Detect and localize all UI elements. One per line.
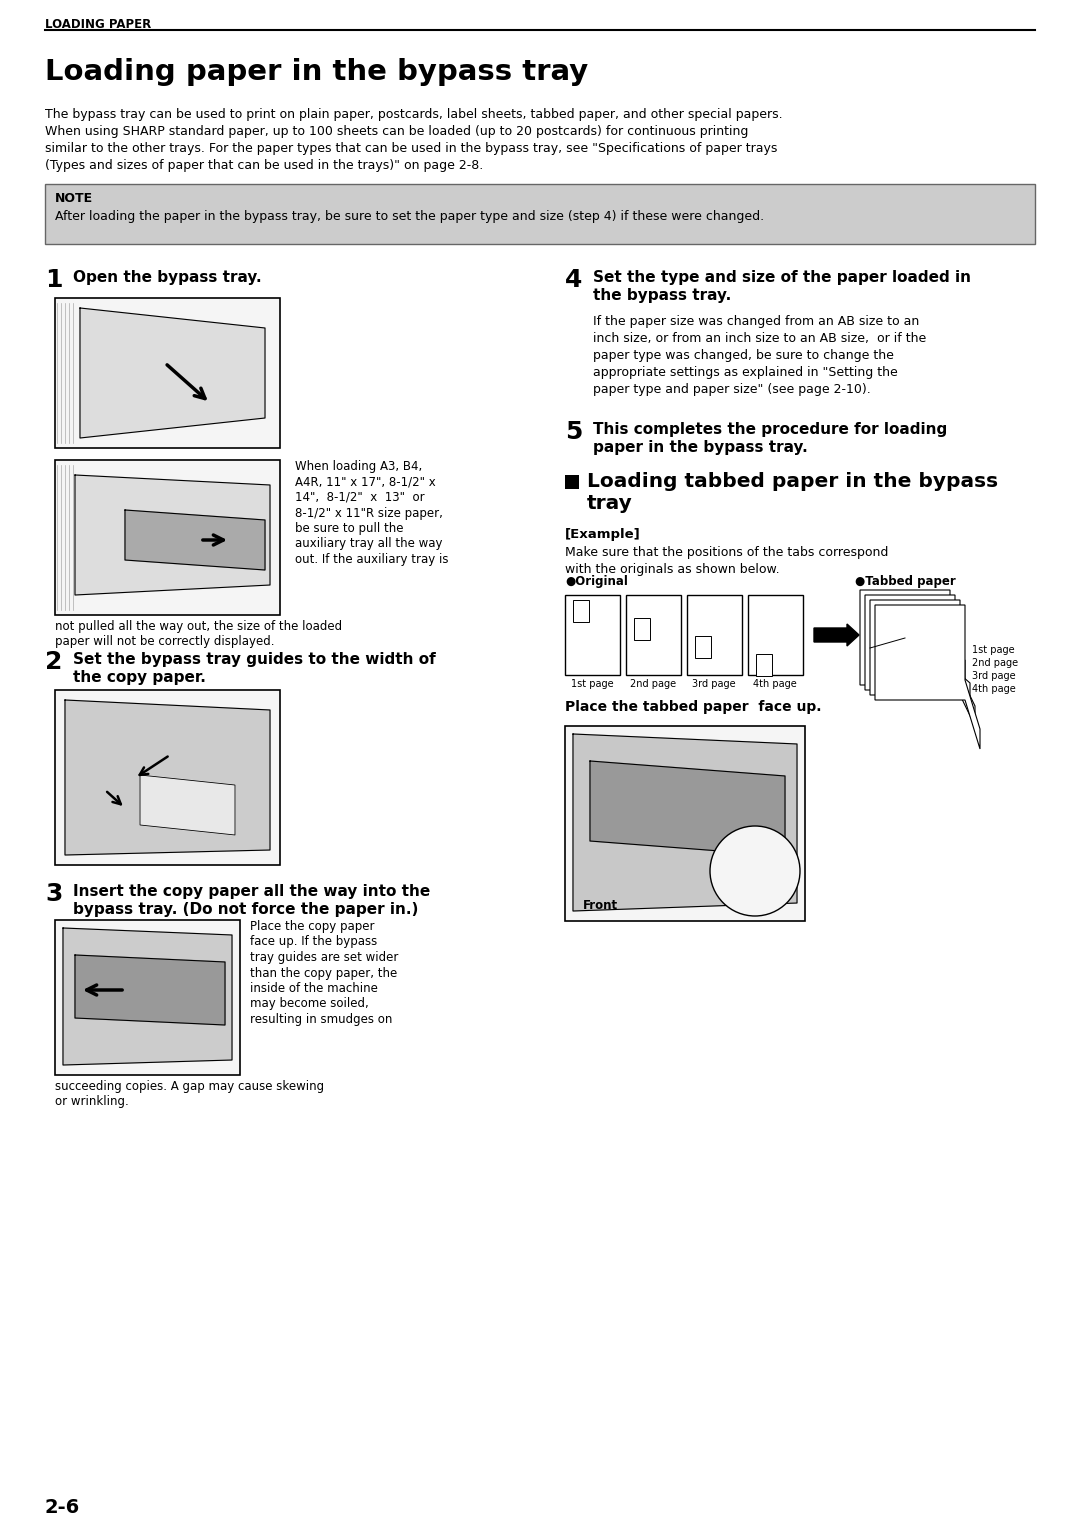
Polygon shape [590,761,785,856]
Polygon shape [63,927,232,1065]
Text: paper type was changed, be sure to change the: paper type was changed, be sure to chang… [593,348,894,362]
Polygon shape [865,594,970,703]
Text: inch size, or from an inch size to an AB size,  or if the: inch size, or from an inch size to an AB… [593,332,927,345]
Text: This completes the procedure for loading: This completes the procedure for loading [593,422,947,437]
Text: If the paper size was changed from an AB size to an: If the paper size was changed from an AB… [593,315,919,329]
Text: with the originals as shown below.: with the originals as shown below. [565,562,780,576]
Text: or wrinkling.: or wrinkling. [55,1096,129,1108]
Text: 1: 1 [45,267,63,292]
Text: Set the bypass tray guides to the width of: Set the bypass tray guides to the width … [73,652,435,668]
Text: Loading paper in the bypass tray: Loading paper in the bypass tray [45,58,589,86]
Polygon shape [80,309,265,439]
Text: 4: 4 [565,267,582,292]
Text: 2nd page: 2nd page [630,678,676,689]
Text: Set the type and size of the paper loaded in: Set the type and size of the paper loade… [593,270,971,286]
Text: A4R, 11" x 17", 8-1/2" x: A4R, 11" x 17", 8-1/2" x [295,475,435,489]
Bar [565,594,620,675]
Polygon shape [870,601,975,726]
Text: When loading A3, B4,: When loading A3, B4, [295,460,422,474]
Bar [55,920,240,1076]
Polygon shape [814,623,859,646]
Bar [45,183,1035,244]
Text: 2-6: 2-6 [45,1497,80,1517]
Bar [565,726,805,921]
Text: When using SHARP standard paper, up to 100 sheets can be loaded (up to 20 postca: When using SHARP standard paper, up to 1… [45,125,748,138]
Bar [626,594,681,675]
Text: paper in the bypass tray.: paper in the bypass tray. [593,440,808,455]
Text: Place the tabbed paper  face up.: Place the tabbed paper face up. [565,700,822,714]
Text: succeeding copies. A gap may cause skewing: succeeding copies. A gap may cause skewi… [55,1080,324,1093]
Text: the bypass tray.: the bypass tray. [593,287,731,303]
Text: similar to the other trays. For the paper types that can be used in the bypass t: similar to the other trays. For the pape… [45,142,778,154]
Text: 3rd page: 3rd page [972,671,1015,681]
Text: 3: 3 [45,882,63,906]
Text: paper type and paper size" (see page 2-10).: paper type and paper size" (see page 2-1… [593,384,870,396]
Polygon shape [125,510,265,570]
Text: 4th page: 4th page [972,685,1016,694]
Text: 2: 2 [45,649,63,674]
Text: out. If the auxiliary tray is: out. If the auxiliary tray is [295,553,448,565]
Polygon shape [573,733,797,911]
Text: 1st page: 1st page [972,645,1014,656]
Text: the copy paper.: the copy paper. [73,669,206,685]
Text: 3rd page: 3rd page [692,678,735,689]
Text: be sure to pull the: be sure to pull the [295,523,404,535]
Polygon shape [65,700,270,856]
Bar [696,636,711,659]
Text: not pulled all the way out, the size of the loaded: not pulled all the way out, the size of … [55,620,342,633]
Text: 8-1/2" x 11"R size paper,: 8-1/2" x 11"R size paper, [295,506,443,520]
Text: resulting in smudges on: resulting in smudges on [249,1013,392,1025]
Text: After loading the paper in the bypass tray, be sure to set the paper type and si: After loading the paper in the bypass tr… [55,209,765,223]
Text: Loading tabbed paper in the bypass: Loading tabbed paper in the bypass [588,472,998,490]
Bar [565,475,579,489]
Text: 1st page: 1st page [570,678,613,689]
Bar [55,691,280,865]
Text: LOADING PAPER: LOADING PAPER [45,18,151,31]
Text: NOTE: NOTE [55,193,93,205]
Text: Front side: Front side [865,625,916,636]
Bar [55,460,280,614]
Circle shape [710,827,800,915]
Text: inside of the machine: inside of the machine [249,983,378,995]
Text: than the copy paper, the: than the copy paper, the [249,967,397,979]
Bar [55,298,280,448]
Text: Open the bypass tray.: Open the bypass tray. [73,270,261,286]
Bar [756,654,772,675]
Text: ●Original: ●Original [565,575,627,588]
Bar [748,594,804,675]
Text: 2nd page: 2nd page [972,659,1018,668]
Bar [573,601,589,622]
Text: 14",  8-1/2"  x  13"  or: 14", 8-1/2" x 13" or [295,490,424,504]
Text: Front: Front [583,898,618,912]
Text: paper will not be correctly displayed.: paper will not be correctly displayed. [55,636,274,648]
Text: tray guides are set wider: tray guides are set wider [249,950,399,964]
Polygon shape [860,590,966,685]
Text: face up. If the bypass: face up. If the bypass [249,935,377,949]
Text: 5: 5 [565,420,582,445]
Bar [687,594,742,675]
Text: appropriate settings as explained in "Setting the: appropriate settings as explained in "Se… [593,367,897,379]
Polygon shape [75,955,225,1025]
Text: (Types and sizes of paper that can be used in the trays)" on page 2-8.: (Types and sizes of paper that can be us… [45,159,483,173]
Bar [634,617,650,640]
Polygon shape [75,475,270,594]
Text: bypass tray. (Do not force the paper in.): bypass tray. (Do not force the paper in.… [73,902,418,917]
Text: 4th page: 4th page [753,678,797,689]
Text: ●Tabbed paper: ●Tabbed paper [855,575,956,588]
Polygon shape [140,775,235,834]
Text: auxiliary tray all the way: auxiliary tray all the way [295,538,443,550]
Text: Insert the copy paper all the way into the: Insert the copy paper all the way into t… [73,885,430,898]
Text: Place the copy paper: Place the copy paper [249,920,375,934]
Text: tray: tray [588,494,633,513]
Text: Make sure that the positions of the tabs correspond: Make sure that the positions of the tabs… [565,545,889,559]
Text: may become soiled,: may become soiled, [249,998,368,1010]
Text: [Example]: [Example] [565,529,640,541]
Polygon shape [875,605,980,749]
Text: The bypass tray can be used to print on plain paper, postcards, label sheets, ta: The bypass tray can be used to print on … [45,108,783,121]
